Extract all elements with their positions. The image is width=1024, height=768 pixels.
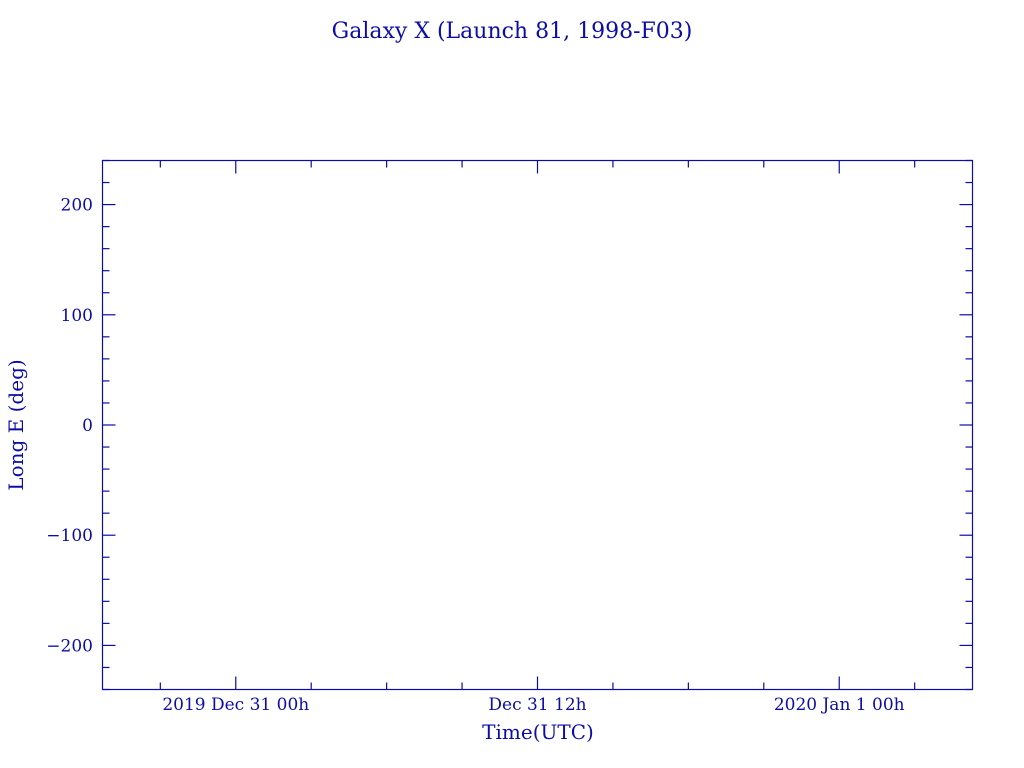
plot-frame: [101, 159, 974, 691]
y-tick-label: 100: [61, 306, 93, 326]
ticks: [102, 159, 973, 691]
y-tick-label: 200: [61, 196, 93, 216]
x-tick-label: 2019 Dec 31 00h: [162, 695, 309, 715]
y-tick-label: −200: [46, 636, 93, 656]
y-tick-label: 0: [82, 416, 93, 436]
chart-title: Galaxy X (Launch 81, 1998-F03): [332, 19, 693, 44]
y-tick-label: −100: [46, 526, 93, 546]
x-tick-label: 2020 Jan 1 00h: [774, 695, 905, 715]
y-axis-label: Long E (deg): [4, 359, 28, 490]
x-tick-label: Dec 31 12h: [488, 695, 586, 715]
x-axis-label: Time(UTC): [482, 720, 594, 744]
tick-labels: 2019 Dec 31 00h Dec 31 12h 2020 Jan 1 00h 2…: [46, 196, 904, 715]
